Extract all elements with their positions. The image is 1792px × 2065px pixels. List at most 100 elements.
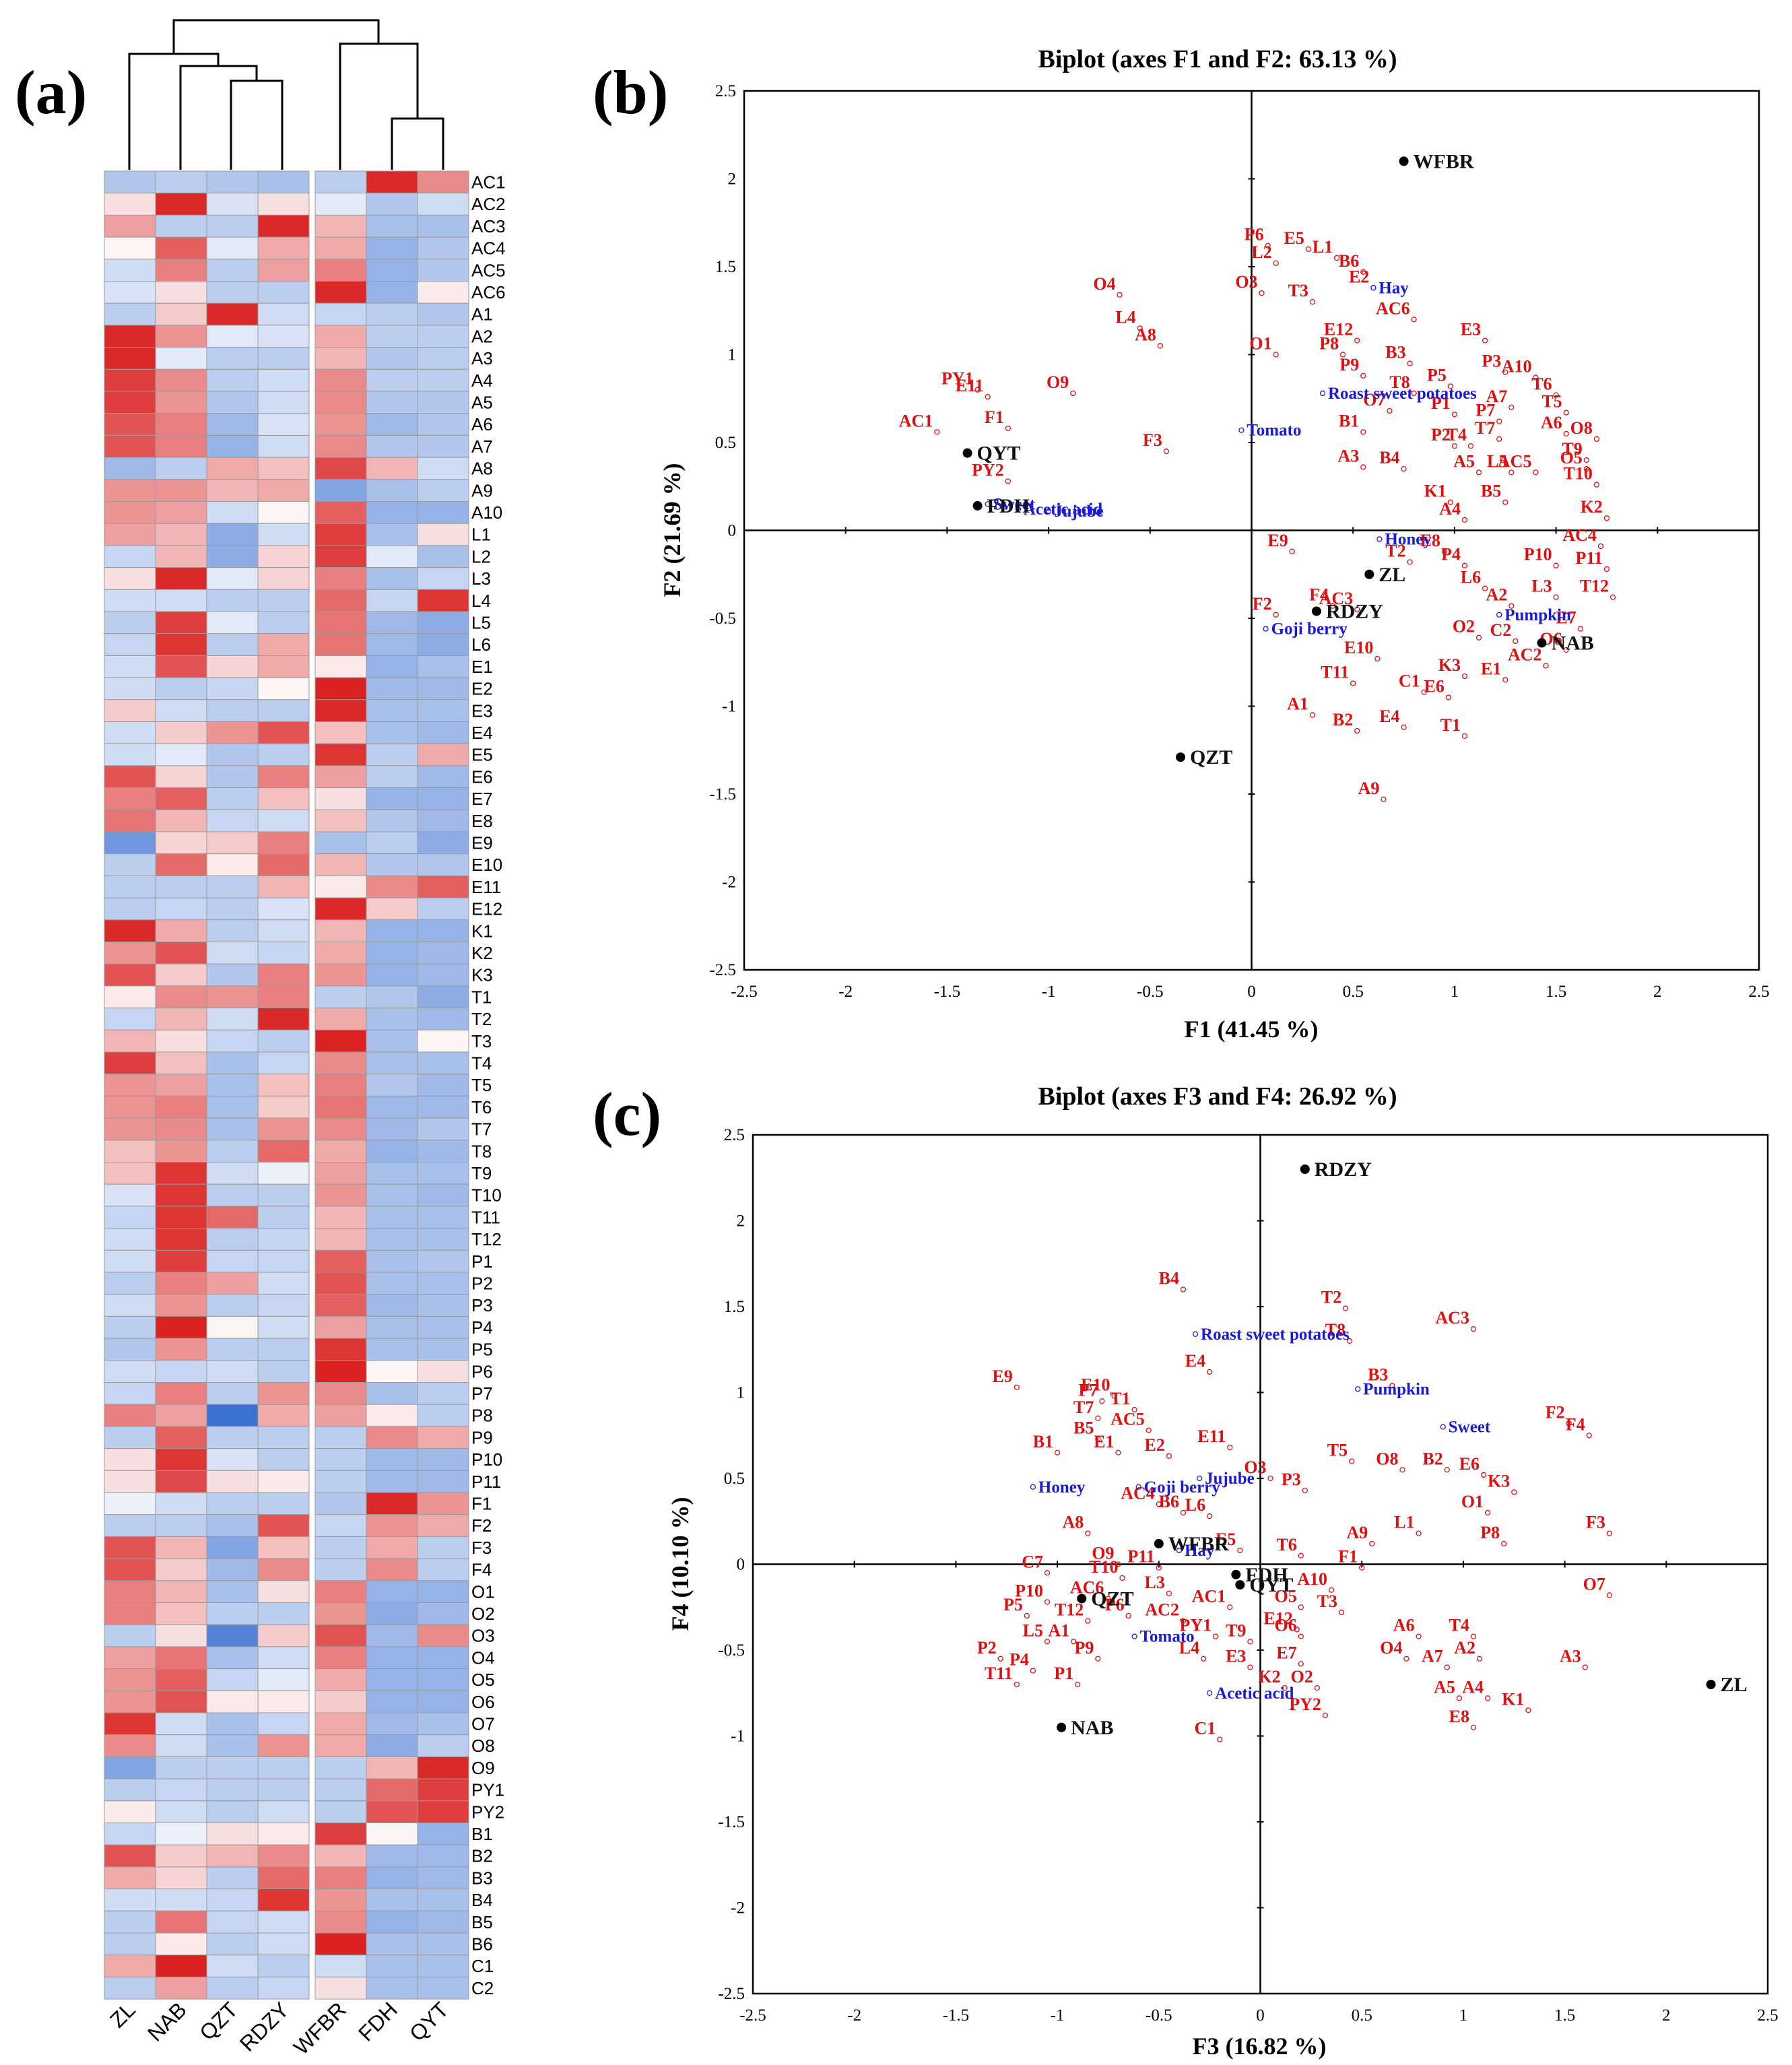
heatmap-cell bbox=[257, 721, 310, 744]
heatmap-cell bbox=[155, 523, 207, 546]
attribute-label: L1 bbox=[1313, 237, 1333, 257]
attribute-point bbox=[1298, 1661, 1304, 1667]
attribute-label: K1 bbox=[1502, 1689, 1524, 1709]
attribute-point bbox=[1470, 1633, 1477, 1639]
attribute-point bbox=[1496, 436, 1502, 442]
attribute-label: A4 bbox=[1462, 1677, 1484, 1697]
heatmap-cell bbox=[417, 1690, 469, 1713]
heatmap-cell bbox=[417, 1404, 469, 1427]
heatmap-row-label: E10 bbox=[471, 855, 502, 875]
heatmap-row-label: A6 bbox=[471, 414, 493, 434]
heatmap-cell bbox=[417, 1426, 469, 1449]
heatmap-cell bbox=[366, 1315, 418, 1339]
attribute-label: T8 bbox=[1325, 1320, 1346, 1340]
heatmap-cell bbox=[206, 193, 259, 216]
heatmap-cell bbox=[417, 963, 469, 987]
heatmap-cell bbox=[257, 325, 310, 348]
heatmap-cell bbox=[366, 1008, 418, 1030]
heatmap-cell bbox=[257, 1800, 310, 1824]
heatmap-row-label: O3 bbox=[471, 1626, 495, 1646]
attribute-point bbox=[1237, 1547, 1243, 1554]
heatmap-cell bbox=[417, 1470, 469, 1493]
heatmap-cell bbox=[155, 919, 207, 943]
attribute-label: P1 bbox=[1054, 1664, 1073, 1683]
heatmap-cell bbox=[417, 1206, 469, 1229]
heatmap-cell bbox=[206, 1294, 259, 1317]
heatmap-cell bbox=[155, 479, 207, 502]
heatmap-cell bbox=[104, 1756, 156, 1779]
x-tick-label: -1 bbox=[1042, 983, 1056, 1001]
heatmap-cell bbox=[155, 942, 207, 964]
attribute-point bbox=[1180, 1509, 1187, 1516]
x-tick-label: 2.5 bbox=[1748, 983, 1769, 1001]
heatmap-cell bbox=[206, 368, 259, 392]
attribute-point bbox=[1360, 372, 1366, 379]
heatmap-cell bbox=[257, 1228, 310, 1251]
heatmap-cell bbox=[314, 942, 367, 964]
biplot-b-title: Biplot (axes F1 and F2: 63.13 %) bbox=[1038, 45, 1397, 73]
heatmap-cell bbox=[104, 743, 156, 766]
heatmap-cell bbox=[206, 1514, 259, 1537]
heatmap-cell bbox=[155, 1272, 207, 1295]
attribute-point bbox=[1146, 1427, 1152, 1433]
heatmap-cell bbox=[366, 479, 418, 502]
descriptor-point bbox=[1045, 508, 1052, 514]
heatmap-cell bbox=[314, 1404, 367, 1427]
attribute-label: L4 bbox=[1115, 307, 1135, 327]
heatmap-cell bbox=[366, 787, 418, 810]
heatmap-cell bbox=[155, 1932, 207, 1956]
heatmap-row-label: AC1 bbox=[471, 172, 506, 193]
heatmap-cell bbox=[366, 1602, 418, 1625]
descriptor-point bbox=[985, 501, 991, 507]
heatmap-cell bbox=[314, 1470, 367, 1493]
heatmap-cell bbox=[417, 1095, 469, 1119]
heatmap-cell bbox=[314, 214, 367, 238]
heatmap-cell bbox=[417, 368, 469, 392]
heatmap-cell bbox=[104, 1646, 156, 1670]
heatmap-cell bbox=[257, 545, 310, 568]
heatmap-cell bbox=[155, 743, 207, 766]
attribute-point bbox=[1582, 1664, 1588, 1670]
attribute-point bbox=[1421, 689, 1427, 695]
attribute-label: B1 bbox=[1033, 1432, 1053, 1451]
heatmap-cell bbox=[206, 457, 259, 480]
heatmap-cell bbox=[314, 1955, 367, 1977]
heatmap-row-label: O6 bbox=[471, 1692, 495, 1712]
heatmap-cell bbox=[257, 1558, 310, 1581]
heatmap-cell bbox=[155, 567, 207, 590]
heatmap-cell bbox=[417, 1536, 469, 1559]
attribute-label: L3 bbox=[1531, 577, 1552, 596]
biplot-b-xlabel: F1 (41.45 %) bbox=[1185, 1016, 1319, 1043]
attribute-point bbox=[1511, 1489, 1517, 1495]
heatmap-cell bbox=[155, 655, 207, 678]
panel-label-c: (c) bbox=[593, 1080, 661, 1148]
heatmap-cell bbox=[257, 1272, 310, 1295]
descriptor-point bbox=[1370, 285, 1376, 291]
heatmap-cell bbox=[314, 1866, 367, 1890]
heatmap-cell bbox=[104, 1140, 156, 1163]
heatmap-cell bbox=[314, 567, 367, 590]
heatmap-cell bbox=[155, 677, 207, 700]
y-tick-label: 1.5 bbox=[724, 1298, 745, 1316]
heatmap-cell bbox=[257, 567, 310, 590]
heatmap-cell bbox=[257, 1029, 310, 1053]
attribute-label: A2 bbox=[1486, 585, 1508, 605]
heatmap-cell bbox=[155, 413, 207, 436]
attribute-label: AC5 bbox=[1110, 1410, 1145, 1429]
heatmap-cell bbox=[257, 1778, 310, 1802]
attribute-label: P11 bbox=[1127, 1547, 1154, 1567]
heatmap-row-label: E3 bbox=[471, 700, 493, 721]
heatmap-row-label: F4 bbox=[471, 1560, 492, 1580]
heatmap-cell bbox=[206, 985, 259, 1009]
heatmap-row-label: E12 bbox=[471, 899, 502, 919]
attribute-label: A7 bbox=[1422, 1647, 1443, 1666]
attribute-point bbox=[1117, 292, 1123, 298]
x-tick-label: 0.5 bbox=[1343, 983, 1364, 1001]
attribute-label: AC3 bbox=[1435, 1308, 1469, 1328]
heatmap-cell bbox=[155, 1580, 207, 1604]
descriptor-point bbox=[1131, 1633, 1137, 1639]
attribute-label: B5 bbox=[1481, 482, 1501, 501]
descriptor-label: Pumpkin bbox=[1363, 1380, 1430, 1398]
heatmap-cell bbox=[417, 985, 469, 1009]
sample-label: QYT bbox=[977, 442, 1021, 465]
